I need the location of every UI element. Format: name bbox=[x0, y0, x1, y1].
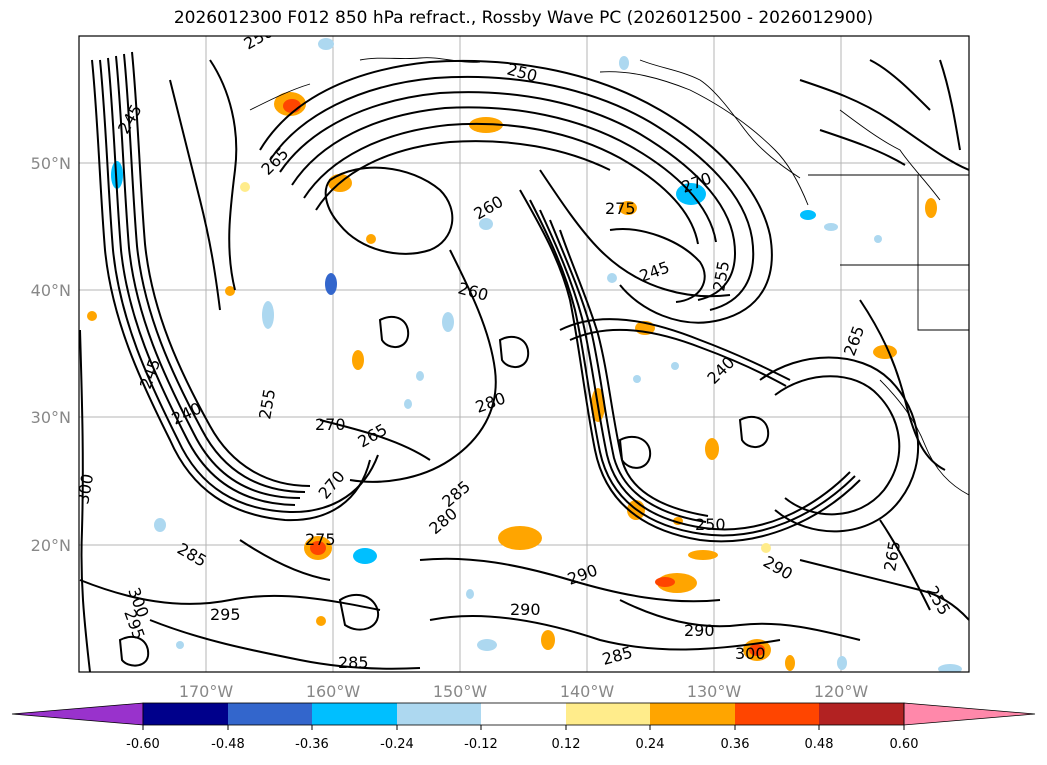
colorbar-label: -0.36 bbox=[295, 737, 329, 752]
colorbar-segment bbox=[312, 703, 397, 725]
longitude-labels: 170°W 160°W 150°W 140°W 130°W 120°W bbox=[179, 682, 869, 701]
colorbar-max-extend bbox=[903, 702, 1036, 726]
contour-lines bbox=[79, 51, 969, 672]
contour-label: 295 bbox=[210, 605, 241, 624]
colorbar-min-extend bbox=[11, 702, 144, 726]
colorbar-segment bbox=[143, 703, 228, 725]
colorbar: -0.60 -0.48 -0.36 -0.24 -0.12 0.12 0.24 … bbox=[11, 702, 1036, 752]
colorbar-label: -0.24 bbox=[380, 737, 414, 752]
lon-label: 120°W bbox=[814, 682, 869, 701]
contour-label: 285 bbox=[338, 653, 369, 672]
map-plot-area bbox=[79, 36, 969, 672]
latitude-labels: 50°N 40°N 30°N 20°N bbox=[31, 154, 71, 555]
colorbar-label: -0.48 bbox=[211, 737, 245, 752]
lat-label: 20°N bbox=[31, 536, 71, 555]
contour-label: 290 bbox=[510, 600, 541, 619]
lon-label: 160°W bbox=[306, 682, 361, 701]
colorbar-label: 0.36 bbox=[721, 737, 750, 752]
contour-label: 270 bbox=[315, 415, 346, 434]
colorbar-segment bbox=[228, 703, 312, 725]
colorbar-segment bbox=[397, 703, 481, 725]
contour-label: 250 bbox=[695, 515, 726, 534]
contour-label: 290 bbox=[684, 621, 715, 640]
contour-label: 275 bbox=[305, 530, 336, 549]
lat-label: 30°N bbox=[31, 408, 71, 427]
colorbar-segment bbox=[566, 703, 650, 725]
colorbar-label: -0.12 bbox=[464, 737, 498, 752]
contour-label: 300 bbox=[73, 472, 97, 505]
colorbar-segment bbox=[819, 703, 904, 725]
colorbar-label: 0.12 bbox=[552, 737, 581, 752]
colorbar-label: 0.24 bbox=[636, 737, 665, 752]
lon-label: 170°W bbox=[179, 682, 234, 701]
colorbar-segment bbox=[481, 703, 566, 725]
contour-label: 275 bbox=[605, 199, 636, 218]
lat-label: 50°N bbox=[31, 154, 71, 173]
lon-label: 140°W bbox=[560, 682, 615, 701]
map-frame bbox=[78, 35, 970, 673]
colorbar-label: 0.60 bbox=[890, 737, 919, 752]
colorbar-label: 0.48 bbox=[805, 737, 834, 752]
lon-label: 150°W bbox=[433, 682, 488, 701]
lon-label: 130°W bbox=[687, 682, 742, 701]
contour-label: 300 bbox=[735, 644, 766, 663]
map-title: 2026012300 F012 850 hPa refract., Rossby… bbox=[173, 8, 874, 28]
colorbar-segment bbox=[650, 703, 735, 725]
colorbar-label: -0.60 bbox=[126, 737, 160, 752]
coastlines bbox=[249, 57, 969, 496]
lat-label: 40°N bbox=[31, 281, 71, 300]
colorbar-segment bbox=[735, 703, 819, 725]
